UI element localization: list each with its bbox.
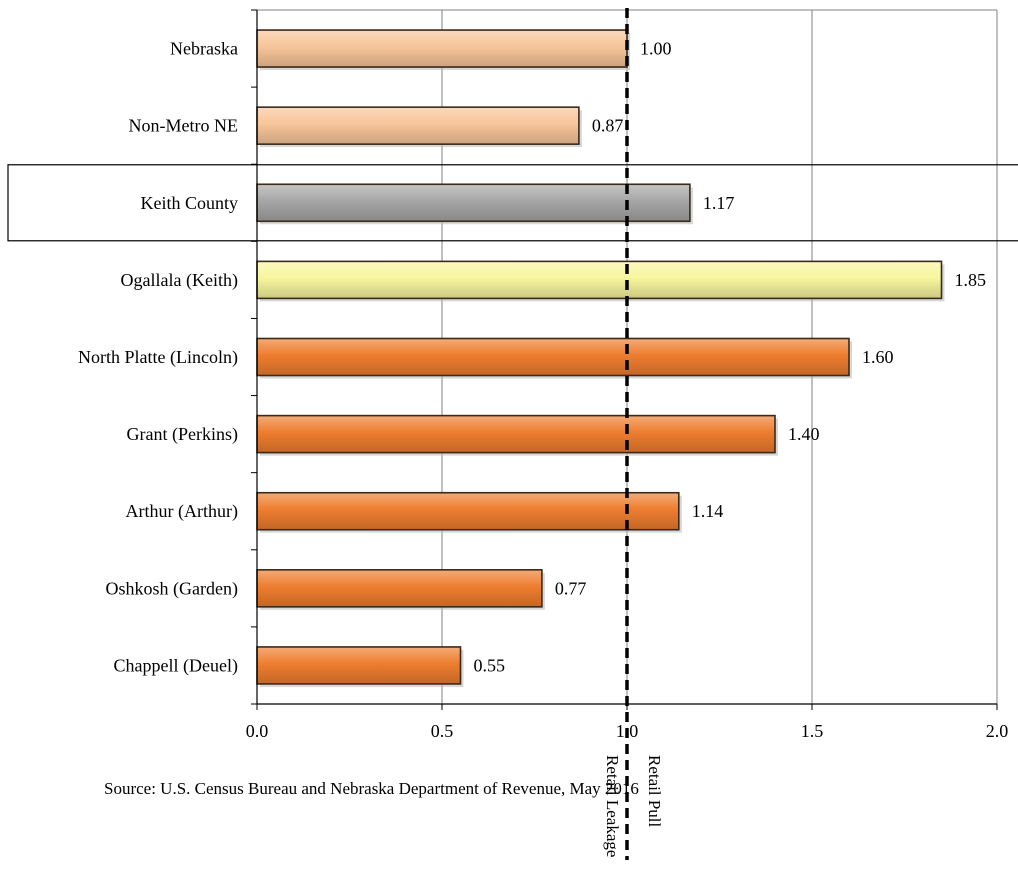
- data-label: 0.87: [592, 116, 624, 136]
- x-tick-label: 0.5: [431, 721, 454, 741]
- data-label: 0.55: [474, 655, 506, 675]
- category-label: North Platte (Lincoln): [78, 347, 238, 368]
- data-label: 1.85: [955, 270, 987, 290]
- bar: [256, 106, 580, 145]
- data-label: 1.14: [692, 501, 724, 521]
- x-tick-label: 2.0: [986, 721, 1009, 741]
- highlight-box-layer: [7, 164, 1018, 242]
- category-label: Keith County: [141, 193, 239, 213]
- x-tick-label: 1.5: [801, 721, 824, 741]
- source-note: Source: U.S. Census Bureau and Nebraska …: [104, 779, 639, 798]
- retail-pull-label: Retail Pull: [645, 755, 664, 828]
- bar: [256, 183, 691, 223]
- bars-layer: [256, 29, 945, 687]
- text-layer: 1.00 Nebraska 0.87 Non-Metro NE 1.17 Keith Co…: [78, 39, 1008, 858]
- x-tick-label: 1.0: [616, 721, 639, 741]
- category-label: Grant (Perkins): [127, 424, 238, 445]
- category-label: Chappell (Deuel): [114, 655, 238, 676]
- retail-leakage-label: Retail Leakage: [603, 755, 622, 857]
- bar: [256, 29, 628, 68]
- category-label: Non-Metro NE: [129, 116, 238, 136]
- category-label: Oshkosh (Garden): [106, 578, 238, 599]
- data-label: 1.60: [862, 347, 894, 367]
- bar: [256, 646, 462, 685]
- category-label: Arthur (Arthur): [126, 501, 238, 522]
- bar: [256, 337, 850, 377]
- highlight-box: [7, 164, 1018, 242]
- data-label: 0.77: [555, 578, 587, 598]
- bar: [256, 260, 943, 300]
- x-tick-label: 0.0: [246, 721, 269, 741]
- bar: [256, 569, 543, 608]
- category-label: Ogallala (Keith): [121, 270, 238, 291]
- bar: [256, 491, 680, 531]
- bar: [256, 414, 776, 454]
- data-label: 1.00: [640, 39, 672, 59]
- data-label: 1.17: [703, 193, 735, 213]
- data-label: 1.40: [788, 424, 820, 444]
- category-label: Nebraska: [170, 39, 238, 59]
